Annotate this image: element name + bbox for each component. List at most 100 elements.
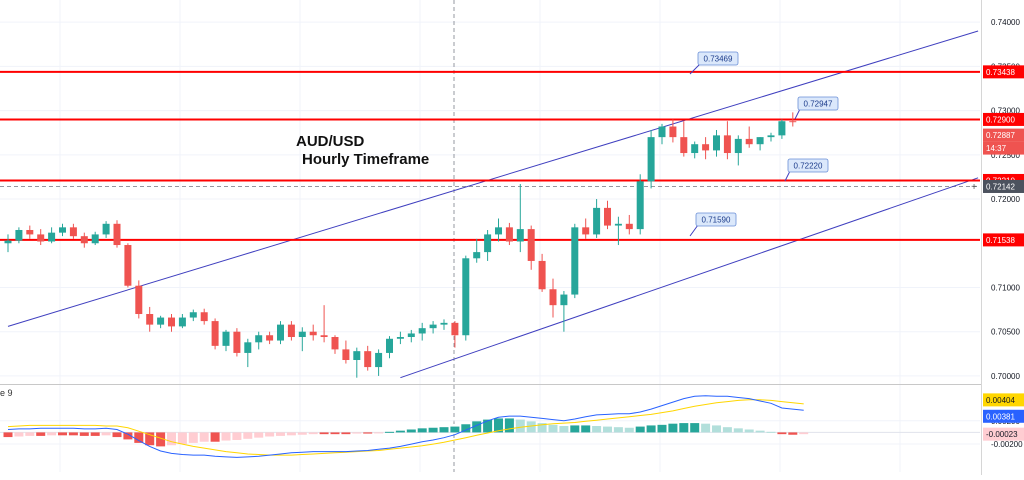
macd-histogram-bar	[90, 432, 100, 436]
macd-histogram-bar	[777, 432, 787, 435]
macd-histogram-bar	[646, 425, 656, 433]
macd-histogram-bar	[766, 431, 776, 433]
candle-bull	[157, 317, 165, 325]
candle-bull	[102, 223, 110, 235]
crosshair-price-tag: 0.72142	[986, 182, 1015, 191]
candle-bull	[91, 234, 99, 244]
macd-histogram-bar	[112, 432, 122, 438]
y-tick-label: 0.70500	[991, 328, 1020, 337]
callout-leader	[689, 224, 699, 237]
callout-box	[697, 51, 739, 66]
level-tag-bg	[983, 65, 1024, 79]
macd-histogram-bar	[199, 432, 209, 442]
macd-histogram-bar	[417, 428, 427, 433]
candle-bull	[277, 324, 284, 341]
macd-histogram-bar	[145, 432, 155, 446]
signal-value-tag-bg	[983, 393, 1024, 407]
candle-bull	[658, 126, 666, 138]
candle-bull	[636, 181, 644, 230]
macd-histogram-bar	[385, 431, 394, 433]
candle-bear	[69, 227, 77, 237]
candle-bull	[516, 229, 524, 242]
candle-bear	[37, 234, 45, 242]
candle-bear	[320, 335, 328, 338]
callout-box	[787, 158, 829, 173]
candle-bear	[309, 331, 317, 336]
candle-bear	[331, 337, 339, 350]
macd-y-tick-label: -0.00200	[991, 440, 1023, 449]
candle-bull	[778, 121, 786, 136]
callout-leader	[794, 108, 801, 120]
histogram-value-tag-bg	[983, 427, 1024, 441]
candle-bear	[723, 135, 731, 154]
channel-line-lower	[400, 177, 979, 379]
candle-bear	[702, 144, 710, 151]
candle-bear	[233, 331, 241, 353]
candle-bear	[745, 138, 753, 145]
candle-bear	[342, 349, 350, 361]
macd-histogram-bar	[483, 419, 493, 433]
macd-histogram-bar	[613, 427, 623, 433]
macd-histogram-bar	[47, 432, 57, 436]
countdown-tag-bg	[983, 141, 1024, 155]
candle-bull	[396, 337, 404, 339]
macd-histogram-bar	[722, 427, 732, 433]
macd-histogram-bar	[668, 423, 678, 433]
macd-histogram-bar	[428, 427, 438, 433]
candle-bear	[211, 321, 219, 346]
macd-histogram-bar	[134, 432, 144, 443]
title-pair: AUD/USD	[296, 133, 365, 150]
candle-bull	[244, 342, 252, 353]
y-tick-label: 0.73000	[991, 107, 1020, 116]
macd-histogram-bar	[450, 426, 460, 433]
candle-bear	[604, 207, 611, 226]
macd-histogram-bar	[439, 427, 449, 433]
candle-bear	[505, 227, 513, 242]
macd-histogram-bar	[341, 432, 351, 435]
candle-bull	[353, 351, 361, 361]
title-timeframe: Hourly Timeframe	[302, 151, 430, 168]
candle-bear	[26, 229, 34, 235]
macd-histogram-bar	[406, 429, 416, 433]
candle-bull	[767, 135, 775, 138]
macd-histogram-bar	[25, 432, 35, 436]
candle-bull	[255, 335, 263, 343]
macd-line	[7, 395, 804, 458]
macd-histogram-bar	[101, 432, 111, 436]
y-tick-label: 0.71000	[991, 283, 1020, 292]
macd-histogram-bar	[79, 432, 89, 436]
macd-histogram-bar	[167, 432, 176, 446]
macd-histogram-bar	[352, 432, 362, 434]
candle-bull	[691, 144, 699, 154]
candle-bear	[113, 223, 121, 246]
candle-bull	[386, 338, 393, 353]
candle-bull	[713, 135, 720, 151]
callout-box	[797, 96, 839, 111]
callout-label: 0.71590	[702, 216, 731, 225]
macd-histogram-bar	[14, 432, 24, 437]
macd-histogram-bar	[36, 432, 46, 436]
macd-histogram-bar	[494, 418, 503, 433]
macd-histogram-bar	[156, 432, 166, 447]
countdown-tag: 14:37	[986, 144, 1007, 153]
indicator-label: e 9	[0, 388, 13, 398]
candle-bull	[59, 227, 66, 233]
macd-histogram-bar	[581, 425, 591, 433]
macd-histogram-bar	[68, 432, 78, 436]
macd-histogram-bar	[123, 432, 133, 440]
candle-bull	[407, 333, 415, 338]
level-tag-bg	[983, 233, 1024, 247]
macd-histogram-bar	[679, 423, 689, 433]
y-tick-label: 0.74000	[991, 18, 1020, 27]
chart-title: AUD/USD Hourly Timeframe	[296, 133, 429, 169]
candle-bull	[473, 252, 481, 259]
candle-bear	[168, 317, 175, 327]
macd-histogram-bar	[308, 432, 318, 435]
callout-label: 0.73469	[704, 55, 733, 64]
signal-value-tag: 0.00404	[986, 396, 1015, 405]
level-tag: 0.72900	[986, 115, 1015, 124]
level-tag: 0.73438	[986, 68, 1015, 77]
macd-histogram-bar	[744, 429, 754, 433]
